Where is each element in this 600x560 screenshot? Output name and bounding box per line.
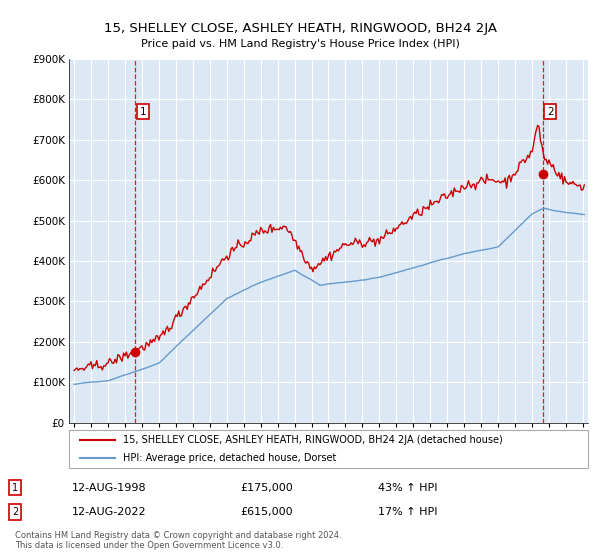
Text: 43% ↑ HPI: 43% ↑ HPI	[378, 483, 437, 493]
Text: 1: 1	[12, 483, 18, 493]
Text: 12-AUG-2022: 12-AUG-2022	[72, 507, 146, 517]
Text: Price paid vs. HM Land Registry's House Price Index (HPI): Price paid vs. HM Land Registry's House …	[140, 39, 460, 49]
Text: 1: 1	[140, 106, 146, 116]
Text: £615,000: £615,000	[240, 507, 293, 517]
Text: 17% ↑ HPI: 17% ↑ HPI	[378, 507, 437, 517]
Text: 2: 2	[547, 106, 553, 116]
Text: 15, SHELLEY CLOSE, ASHLEY HEATH, RINGWOOD, BH24 2JA: 15, SHELLEY CLOSE, ASHLEY HEATH, RINGWOO…	[104, 22, 497, 35]
Text: 12-AUG-1998: 12-AUG-1998	[72, 483, 146, 493]
Text: 15, SHELLEY CLOSE, ASHLEY HEATH, RINGWOOD, BH24 2JA (detached house): 15, SHELLEY CLOSE, ASHLEY HEATH, RINGWOO…	[124, 435, 503, 445]
Text: HPI: Average price, detached house, Dorset: HPI: Average price, detached house, Dors…	[124, 453, 337, 463]
Text: Contains HM Land Registry data © Crown copyright and database right 2024.
This d: Contains HM Land Registry data © Crown c…	[15, 531, 341, 550]
Text: 2: 2	[12, 507, 18, 517]
FancyBboxPatch shape	[69, 430, 588, 468]
Text: £175,000: £175,000	[240, 483, 293, 493]
